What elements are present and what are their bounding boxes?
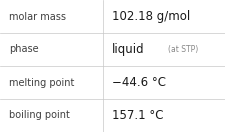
Text: melting point: melting point [9, 77, 74, 88]
Text: molar mass: molar mass [9, 11, 66, 22]
Text: 157.1 °C: 157.1 °C [111, 109, 163, 122]
Text: boiling point: boiling point [9, 110, 70, 121]
Text: phase: phase [9, 44, 38, 55]
Text: 102.18 g/mol: 102.18 g/mol [111, 10, 189, 23]
Text: liquid: liquid [111, 43, 144, 56]
Text: (at STP): (at STP) [168, 45, 198, 54]
Text: −44.6 °C: −44.6 °C [111, 76, 165, 89]
